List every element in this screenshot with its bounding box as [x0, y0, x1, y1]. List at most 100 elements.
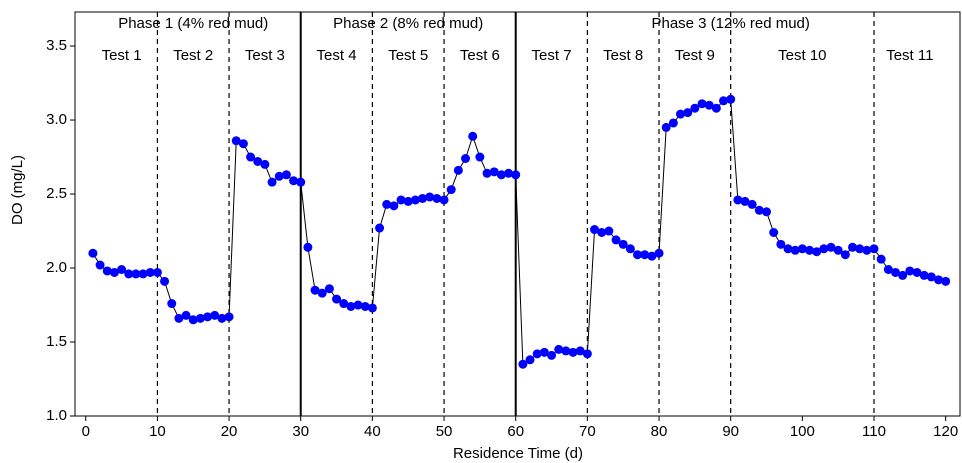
test-label: Test 2: [173, 47, 213, 64]
data-point: [468, 131, 478, 141]
data-point: [195, 313, 205, 323]
data-point: [762, 207, 772, 217]
data-point: [274, 171, 284, 181]
data-point: [539, 347, 549, 357]
data-point: [353, 300, 363, 310]
data-point: [511, 170, 521, 180]
data-point: [676, 109, 686, 119]
data-point: [303, 242, 313, 252]
x-axis-label: Residence Time (d): [453, 445, 583, 462]
data-point: [898, 270, 908, 280]
data-point: [926, 272, 936, 282]
data-point: [482, 168, 492, 178]
data-point: [547, 350, 557, 360]
data-point: [346, 301, 356, 311]
data-point: [869, 244, 879, 254]
data-point: [296, 177, 306, 187]
data-point: [260, 159, 270, 169]
data-point: [518, 359, 528, 369]
data-point: [797, 244, 807, 254]
data-point: [554, 344, 564, 354]
test-label: Test 10: [778, 47, 826, 64]
y-tick-label: 2.5: [46, 185, 67, 202]
data-point: [109, 267, 119, 277]
x-tick-label: 70: [579, 423, 596, 440]
data-point: [95, 260, 105, 270]
data-point: [339, 299, 349, 309]
data-point: [862, 245, 872, 255]
data-point: [238, 139, 248, 149]
data-point: [88, 248, 98, 258]
y-tick-label: 1.0: [46, 407, 67, 424]
data-point: [575, 346, 585, 356]
data-point: [747, 199, 757, 209]
test-label: Test 3: [245, 47, 285, 64]
data-point: [840, 250, 850, 260]
data-point: [453, 165, 463, 175]
data-point: [504, 168, 514, 178]
data-point: [668, 118, 678, 128]
test-label: Test 11: [886, 47, 933, 64]
data-point: [160, 276, 170, 286]
data-point: [690, 103, 700, 113]
test-label: Test 4: [317, 47, 357, 64]
x-tick-label: 110: [862, 423, 886, 440]
data-point: [912, 267, 922, 277]
data-point: [704, 100, 714, 110]
test-label: Test 9: [675, 47, 715, 64]
data-point: [833, 245, 843, 255]
data-point: [281, 170, 291, 180]
y-tick-label: 3.0: [46, 111, 67, 128]
data-point: [783, 244, 793, 254]
data-point: [188, 315, 198, 325]
data-point: [590, 225, 600, 235]
x-tick-label: 50: [436, 423, 453, 440]
data-point: [876, 254, 886, 264]
data-point: [289, 176, 299, 186]
data-point: [604, 226, 614, 236]
data-point: [805, 245, 815, 255]
data-point: [711, 103, 721, 113]
test-label: Test 6: [460, 47, 500, 64]
x-tick-label: 10: [149, 423, 166, 440]
data-point: [231, 136, 241, 146]
data-point: [618, 239, 628, 249]
data-point: [633, 250, 643, 260]
x-tick-label: 120: [933, 423, 958, 440]
data-point: [726, 94, 736, 104]
data-point: [489, 167, 499, 177]
data-point: [310, 285, 320, 295]
data-point: [733, 195, 743, 205]
data-point: [403, 196, 413, 206]
data-point: [396, 195, 406, 205]
x-tick-label: 0: [82, 423, 90, 440]
data-point: [625, 244, 635, 254]
data-point: [812, 247, 822, 257]
y-axis-label: DO (mg/L): [9, 155, 26, 225]
data-point: [174, 313, 184, 323]
data-point: [203, 312, 213, 322]
x-tick-label: 40: [364, 423, 381, 440]
data-point: [790, 245, 800, 255]
data-point: [117, 264, 127, 274]
data-point: [826, 242, 836, 252]
data-point: [210, 310, 220, 320]
test-label: Test 7: [532, 47, 572, 64]
data-point: [317, 288, 327, 298]
data-point: [145, 267, 155, 277]
data-point: [181, 310, 191, 320]
data-point: [167, 299, 177, 309]
data-point: [776, 239, 786, 249]
data-point: [683, 108, 693, 118]
data-point: [905, 266, 915, 276]
plot-frame: [74, 11, 961, 417]
x-tick-label: 20: [221, 423, 238, 440]
phase-label: Phase 3 (12% red mud): [651, 15, 809, 32]
data-point: [597, 227, 607, 237]
data-point: [461, 154, 471, 164]
x-tick-label: 60: [507, 423, 524, 440]
data-point: [375, 223, 385, 233]
data-point: [475, 152, 485, 162]
data-point: [769, 227, 779, 237]
